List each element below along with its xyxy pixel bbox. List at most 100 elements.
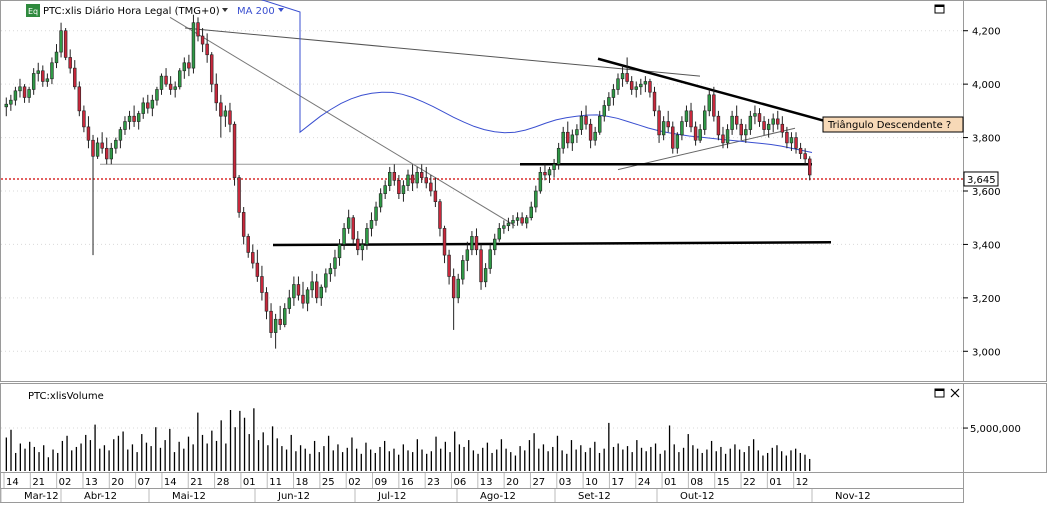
candle: [324, 268, 328, 293]
candle: [342, 223, 346, 250]
candle-body: [739, 123, 743, 136]
volume-close-icon[interactable]: [950, 388, 960, 398]
month-tick-label: Mai-12: [172, 491, 206, 502]
trendline: [617, 127, 796, 171]
candle-body: [168, 83, 173, 90]
candle-body: [524, 217, 529, 224]
candle: [205, 33, 209, 63]
month-tick-label: Out-12: [680, 491, 714, 502]
candle-body: [780, 123, 785, 133]
candle: [241, 207, 246, 245]
candle-body: [698, 129, 702, 141]
day-tick-label: 23: [427, 477, 440, 488]
symbol-label[interactable]: PTC:xlis Diário Hora Legal (TMG+0): [43, 5, 220, 17]
candle-body: [570, 134, 575, 144]
candle: [762, 116, 766, 135]
candle: [305, 287, 310, 312]
symbol-dropdown-icon[interactable]: [222, 8, 228, 12]
candle: [483, 263, 488, 288]
eq-badge-label: Eq: [28, 7, 38, 16]
candle: [191, 14, 196, 74]
candle-body: [324, 273, 328, 288]
candle-body: [205, 43, 209, 56]
trendline: [184, 27, 701, 77]
last-price-box: [963, 171, 999, 187]
trendline: [597, 57, 828, 123]
candle: [739, 118, 743, 141]
candle: [378, 188, 383, 213]
candle-body: [611, 89, 616, 98]
ma-dropdown-icon[interactable]: [278, 8, 284, 12]
month-tick-label: Mar-12: [24, 491, 59, 502]
candle: [173, 81, 177, 98]
candle: [406, 169, 410, 191]
volume-axis-area: [963, 383, 1047, 473]
candle-body: [625, 73, 629, 82]
candle-body: [725, 129, 730, 144]
candle: [675, 132, 680, 154]
candle: [314, 273, 319, 304]
candle-body: [182, 62, 187, 72]
candle: [794, 132, 798, 154]
price-maximize-icon-bar: [935, 5, 944, 7]
candle-body: [502, 225, 506, 229]
day-tick-label: 01: [664, 477, 677, 488]
candle: [392, 164, 397, 186]
candle-body: [392, 172, 397, 181]
candle-body: [360, 244, 365, 251]
candle: [232, 121, 237, 186]
candle: [100, 132, 104, 154]
candle: [552, 158, 556, 178]
candle: [703, 105, 707, 135]
candle-body: [511, 220, 515, 224]
candle-body: [223, 110, 228, 117]
candle: [593, 126, 597, 146]
eq-badge[interactable]: [26, 4, 40, 17]
candle-body: [150, 99, 155, 109]
candle-body: [785, 131, 789, 144]
candle-body: [798, 147, 803, 154]
candle: [730, 110, 734, 135]
candle: [712, 86, 716, 122]
candle-body: [410, 174, 415, 184]
candle: [575, 124, 579, 143]
candle: [360, 239, 365, 261]
candle-body: [283, 308, 287, 325]
candle: [333, 249, 337, 277]
candle-body: [593, 131, 597, 141]
candle: [520, 212, 524, 226]
candle-body: [191, 22, 196, 69]
candle-body: [671, 126, 675, 149]
annotation-box: [822, 116, 964, 133]
candle-body: [680, 121, 684, 136]
price-tick-label: 3,600: [972, 187, 1001, 198]
candle: [82, 105, 86, 133]
candle-body: [534, 190, 538, 208]
candle-body: [346, 217, 351, 229]
candle-body: [620, 73, 625, 80]
ma-indicator-label[interactable]: MA 200: [237, 6, 275, 17]
candle: [648, 78, 652, 98]
day-tick-label: 24: [638, 477, 651, 488]
candle: [273, 313, 278, 349]
price-tick-label: 3,200: [972, 294, 1001, 305]
candle-body: [305, 289, 310, 304]
candle: [566, 121, 570, 149]
price-tick-label: 3,400: [972, 240, 1001, 251]
candle-body: [237, 177, 241, 213]
candle-body: [22, 86, 27, 98]
price-tick-label: 3,000: [972, 347, 1001, 358]
candle: [54, 44, 59, 69]
month-tick-label: Ago-12: [480, 491, 516, 502]
candle: [104, 137, 109, 165]
candle-body: [41, 70, 45, 82]
candle: [132, 105, 136, 127]
candle: [50, 57, 54, 85]
month-tick-label: Nov-12: [835, 491, 871, 502]
candle: [602, 100, 607, 122]
candle-body: [639, 83, 643, 88]
candle-body: [483, 268, 488, 283]
candle: [410, 164, 415, 191]
candle-body: [178, 70, 182, 88]
